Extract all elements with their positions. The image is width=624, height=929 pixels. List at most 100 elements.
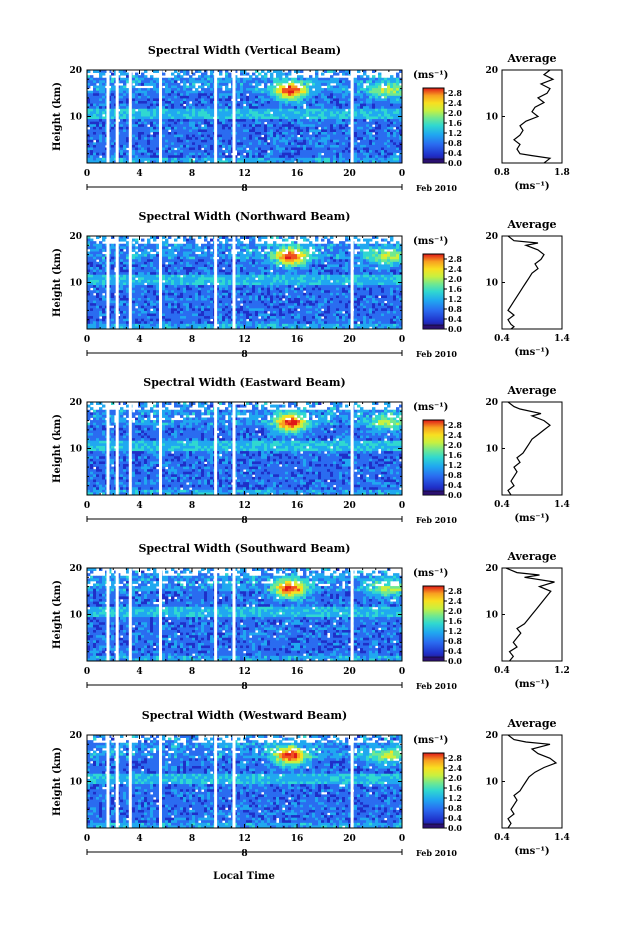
heatmap-cell: [90, 103, 94, 107]
heatmap-cell: [138, 111, 142, 115]
heatmap-cell: [387, 137, 391, 141]
heatmap-cell: [162, 95, 166, 99]
heatmap-cell: [360, 139, 364, 143]
heatmap-cell: [96, 150, 100, 154]
heatmap-cell: [387, 113, 391, 117]
heatmap-cell: [252, 124, 256, 128]
heatmap-cell: [333, 137, 337, 141]
heatmap-cell: [156, 101, 160, 104]
heatmap-cell: [381, 144, 385, 148]
heatmap-cell: [117, 139, 121, 143]
heatmap-cell: [324, 132, 328, 135]
heatmap-cell: [321, 108, 325, 112]
heatmap-cell: [336, 80, 340, 84]
heatmap-cell: [186, 85, 190, 89]
heatmap-cell: [177, 108, 181, 112]
heatmap-cell: [234, 85, 238, 89]
colorbar-label: 1.2: [448, 128, 462, 138]
heatmap-cell: [267, 90, 271, 94]
heatmap-cell: [186, 144, 190, 148]
heatmap-cell: [375, 160, 379, 164]
heatmap-cell: [174, 150, 178, 154]
heatmap-cell: [210, 72, 214, 76]
heatmap-cell: [111, 77, 115, 81]
heatmap-cell: [321, 137, 325, 141]
heatmap-cell: [384, 256, 388, 260]
heatmap-cell: [357, 160, 361, 164]
heatmap-cell: [201, 75, 205, 79]
heatmap-cell: [174, 116, 178, 120]
heatmap-cell: [234, 256, 238, 260]
heatmap-cell: [102, 147, 106, 151]
heatmap-cell: [390, 111, 394, 115]
heatmap-cell: [183, 85, 187, 89]
heatmap-cell: [171, 80, 175, 84]
heatmap-cell: [345, 248, 349, 252]
heatmap-cell: [273, 272, 277, 276]
heatmap-cell: [282, 142, 286, 146]
heatmap-cell: [387, 129, 391, 133]
heatmap-cell: [333, 72, 337, 76]
heatmap-cell: [315, 88, 319, 92]
heatmap-cell: [285, 243, 289, 247]
heatmap-cell: [246, 157, 250, 161]
heatmap-cell: [390, 75, 394, 79]
heatmap-cell: [171, 243, 175, 247]
heatmap-cell: [228, 246, 232, 250]
heatmap-cell: [150, 108, 154, 112]
heatmap-cell: [282, 150, 286, 154]
heatmap-cell: [312, 254, 316, 258]
heatmap-cell: [327, 121, 331, 125]
heatmap-cell: [204, 236, 208, 239]
heatmap-cell: [201, 274, 205, 278]
heatmap-cell: [396, 82, 400, 86]
heatmap-cell: [201, 126, 205, 130]
heatmap-cell: [141, 108, 145, 112]
heatmap-cell: [264, 75, 268, 79]
heatmap-cell: [234, 157, 238, 161]
heatmap-cell: [204, 126, 208, 130]
heatmap-cell: [318, 254, 322, 258]
heatmap-cell: [339, 142, 343, 146]
heatmap-cell: [222, 272, 226, 276]
heatmap-cell: [183, 129, 187, 133]
heatmap-cell: [240, 103, 244, 107]
heatmap-cell: [375, 106, 379, 110]
heatmap-cell: [336, 77, 340, 81]
heatmap-cell: [108, 129, 112, 133]
heatmap-cell: [150, 267, 154, 270]
heatmap-cell: [279, 236, 283, 239]
heatmap-cell: [384, 111, 388, 115]
heatmap-cell: [108, 93, 112, 97]
heatmap-cell: [330, 98, 334, 102]
heatmap-cell: [354, 77, 358, 81]
heatmap-cell: [117, 116, 121, 120]
heatmap-cell: [327, 261, 331, 265]
heatmap-cell: [123, 134, 127, 138]
heatmap-cell: [312, 264, 316, 268]
heatmap-cell: [174, 272, 178, 276]
heatmap-cell: [237, 152, 241, 156]
heatmap-cell: [255, 272, 259, 276]
heatmap-cell: [354, 95, 358, 99]
heatmap-cell: [204, 90, 208, 94]
heatmap-cell: [252, 150, 256, 154]
heatmap-cell: [168, 106, 172, 110]
heatmap-cell: [261, 272, 265, 276]
heatmap-cell: [162, 119, 166, 123]
heatmap-cell: [192, 241, 196, 245]
heatmap-cell: [99, 144, 103, 148]
heatmap-cell: [126, 90, 130, 94]
heatmap-cell: [345, 147, 349, 151]
heatmap-cell: [294, 261, 298, 265]
heatmap-cell: [237, 160, 241, 164]
heatmap-cell: [273, 116, 277, 120]
heatmap-cell: [282, 243, 286, 247]
heatmap-cell: [366, 269, 370, 273]
heatmap-cell: [171, 259, 175, 263]
heatmap-cell: [99, 150, 103, 154]
heatmap-cell: [198, 126, 202, 130]
heatmap-cell: [339, 70, 343, 73]
heatmap-cell: [246, 254, 250, 258]
heatmap-cell: [108, 119, 112, 123]
